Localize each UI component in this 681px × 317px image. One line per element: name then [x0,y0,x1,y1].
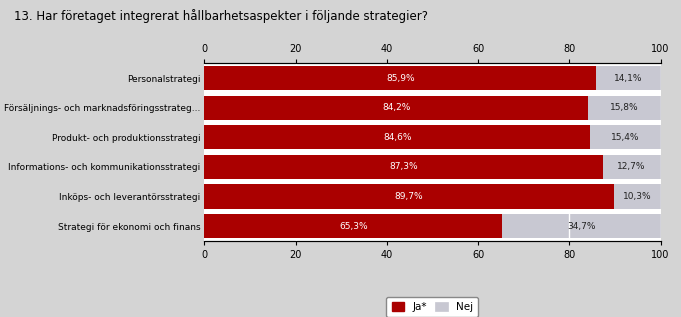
Bar [204,155,603,179]
Text: 13. Har företaget integrerat hållbarhetsaspekter i följande strategier?: 13. Har företaget integrerat hållbarhets… [14,10,428,23]
Text: 14,1%: 14,1% [614,74,643,83]
Bar [204,96,588,120]
Text: 15,8%: 15,8% [610,103,639,112]
Text: 89,7%: 89,7% [394,192,424,201]
Bar [204,184,614,209]
Bar [204,66,661,90]
Text: 34,7%: 34,7% [567,222,596,231]
Bar [204,125,590,150]
Legend: Ja*, Nej: Ja*, Nej [386,297,479,317]
Text: 10,3%: 10,3% [622,192,652,201]
Bar [204,214,661,238]
Bar [204,184,661,209]
Text: 87,3%: 87,3% [389,162,417,171]
Bar [204,96,661,120]
Bar [204,66,597,90]
Text: 84,2%: 84,2% [382,103,411,112]
Text: 84,6%: 84,6% [383,133,411,142]
Text: 15,4%: 15,4% [611,133,639,142]
Text: 65,3%: 65,3% [339,222,368,231]
Bar [204,155,661,179]
Text: 85,9%: 85,9% [386,74,415,83]
Text: 12,7%: 12,7% [618,162,646,171]
Bar [204,125,661,150]
Bar [204,214,503,238]
